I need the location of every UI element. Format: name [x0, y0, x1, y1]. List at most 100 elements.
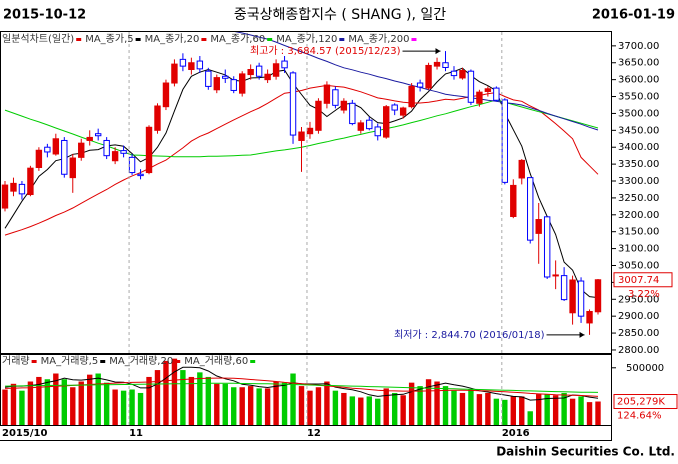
volume-bar — [341, 392, 347, 425]
volume-bar — [103, 382, 110, 425]
candle-body — [196, 60, 204, 70]
candle-body — [18, 183, 26, 195]
candle-body — [137, 173, 144, 177]
volume-bar — [527, 411, 533, 425]
x-tick-label: 12 — [307, 428, 321, 439]
volume-bar — [129, 389, 135, 425]
legend-label: 일분석차트(일간) — [2, 33, 74, 45]
volume-bar — [222, 383, 228, 425]
candle-body — [560, 275, 568, 301]
candle-body — [298, 131, 305, 141]
y-tick-label: 3500.00 — [618, 108, 659, 119]
y-tick-label: 3350.00 — [618, 159, 659, 170]
volume-bar — [451, 390, 457, 425]
volume-bar — [197, 372, 203, 425]
legend-label: MA_거래량,60 — [184, 355, 248, 367]
candle-body — [120, 150, 127, 154]
x-tick-label: 11 — [129, 428, 143, 439]
candle-body — [111, 151, 119, 162]
candle-body — [543, 216, 551, 278]
candle-body — [476, 91, 483, 104]
volume-bar — [281, 382, 288, 425]
candle-body — [103, 139, 110, 157]
ma-line — [234, 32, 599, 131]
y-tick-label: 3250.00 — [618, 193, 659, 204]
candle-body — [44, 146, 51, 153]
change-label: 3.22% — [628, 289, 660, 300]
candle-body — [315, 100, 322, 131]
legend-label: MA_종가,60 — [210, 33, 265, 45]
volume-bar — [536, 394, 542, 425]
volume-bar — [358, 397, 364, 425]
volume-bar — [408, 382, 415, 425]
legend-swatch — [76, 38, 82, 41]
volume-bar — [264, 388, 271, 425]
volume-bar — [44, 379, 51, 425]
legend-label: MA_거래량,5 — [41, 355, 99, 367]
legend-swatch — [411, 38, 417, 41]
price-plot — [1, 32, 602, 335]
candle-body — [467, 70, 475, 103]
candle-body — [247, 69, 254, 76]
candle-body — [340, 100, 348, 111]
volume-bar — [290, 373, 296, 425]
legend-label: MA_종가,20 — [145, 33, 200, 45]
volume-bar — [146, 376, 152, 425]
volume-bar — [595, 401, 601, 425]
volume-bar — [256, 388, 262, 425]
candle-body — [128, 156, 136, 174]
candle-body — [61, 139, 68, 175]
y-tick-label: 2950.00 — [618, 294, 659, 305]
volume-bar — [180, 370, 186, 425]
candle-body — [391, 104, 398, 111]
candle-body — [594, 279, 602, 313]
date-start: 2015-10-12 — [3, 8, 86, 23]
candle-body — [255, 65, 263, 77]
volume-bar — [586, 402, 593, 425]
candle-body — [366, 119, 373, 130]
annotation: 최저가 : 2,844.70 (2016/01/18) — [394, 329, 545, 341]
candle-body — [289, 72, 297, 136]
candle-body — [349, 102, 356, 125]
candle-body — [501, 99, 509, 183]
last-volume-box — [613, 394, 678, 410]
candle-body — [535, 219, 542, 234]
candle-body — [527, 177, 534, 241]
volume-bar — [27, 381, 34, 425]
volume-bar — [2, 389, 8, 425]
candle-body — [569, 279, 576, 314]
volume-bar — [19, 390, 25, 425]
candle-body — [264, 73, 271, 81]
y-tick-label: 3200.00 — [618, 210, 659, 221]
annotation-arrowhead — [435, 48, 441, 55]
volume-bar — [502, 399, 508, 425]
y-tick-label: 3550.00 — [618, 92, 659, 103]
legend-swatch — [31, 360, 37, 363]
candle-body — [518, 159, 525, 179]
volume-bar — [366, 396, 372, 425]
candle-body — [484, 88, 492, 92]
volume-bar — [273, 381, 279, 425]
candle-body — [586, 310, 593, 324]
ma-line — [4, 382, 599, 393]
last-close-box — [613, 272, 673, 288]
volume-bar — [61, 379, 67, 425]
legend-label: MA_종가,120 — [276, 33, 337, 45]
footer: Daishin Securities Co. Ltd. — [496, 445, 675, 459]
volume-bar — [578, 396, 584, 425]
volume-bar — [552, 395, 559, 425]
legend-label: 거래량 — [2, 355, 30, 367]
candle-body — [69, 157, 76, 179]
candle-body — [552, 274, 559, 277]
legend-label: MA_거래량,20 — [109, 355, 173, 367]
volume-plot — [2, 358, 601, 425]
chart-title: 중국상해종합지수 ( SHANG ), 일간 — [234, 7, 446, 23]
candle-body — [577, 280, 585, 317]
candle-body — [86, 136, 93, 141]
volume-bar — [137, 392, 144, 425]
candle-body — [10, 182, 17, 192]
volume-bar — [383, 388, 389, 425]
candle-body — [35, 149, 43, 168]
volume-bar — [391, 392, 398, 425]
